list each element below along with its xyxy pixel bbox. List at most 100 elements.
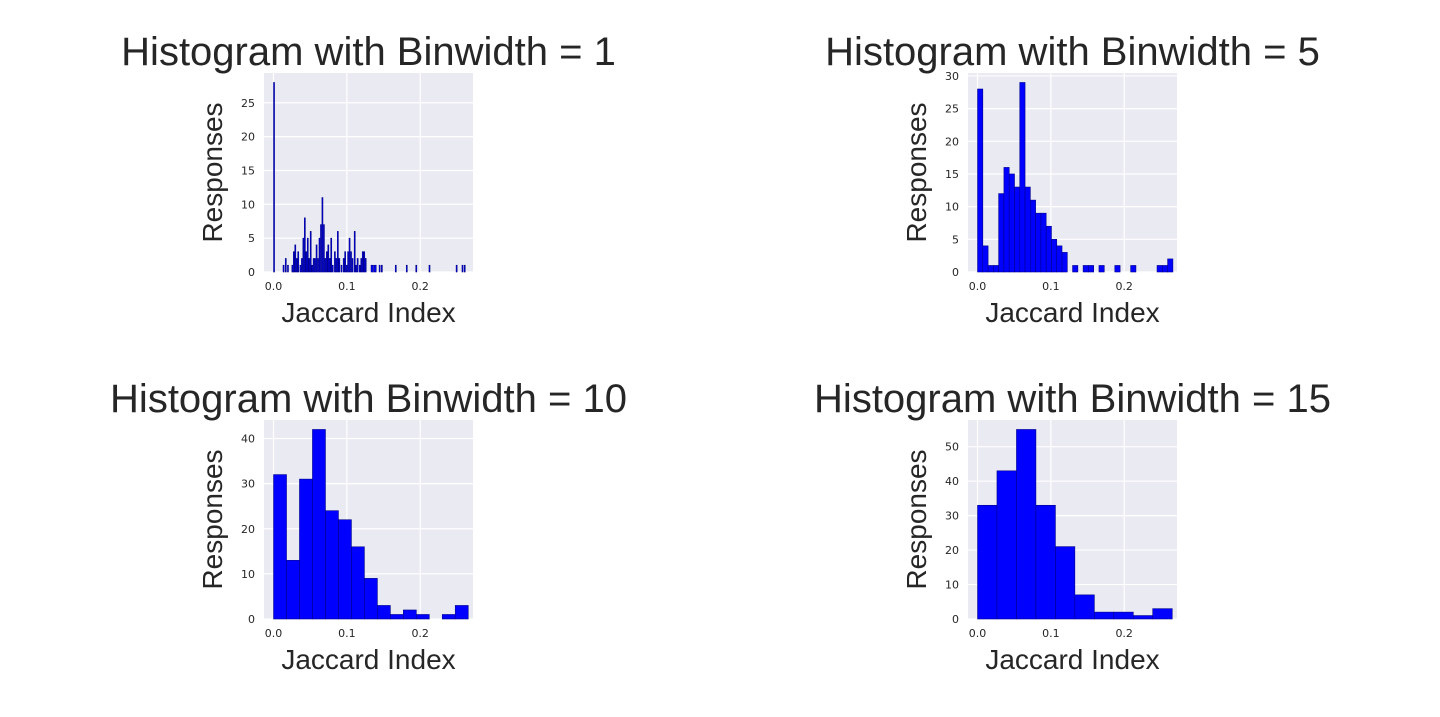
histogram-bar [324,258,327,273]
histogram-bar [1082,265,1089,273]
histogram-bar [1152,608,1173,620]
histogram-bar [1024,186,1031,273]
histogram-bar [1008,173,1015,273]
histogram-bar [308,258,311,273]
y-tick-label: 50 [945,441,959,454]
y-tick-label: 0 [952,613,959,626]
y-tick-label: 0 [952,266,959,279]
histogram-bar [323,224,325,273]
y-tick-label: 15 [945,168,959,181]
histogram-bar [993,265,999,273]
histogram-bar [342,258,345,273]
y-tick-label: 40 [945,475,959,488]
y-tick-label: 20 [945,135,959,148]
histogram-bar [455,264,458,273]
histogram-bar [405,264,408,273]
histogram-bar [1061,252,1068,273]
histogram-bar [381,264,383,273]
x-tick-label: 0.1 [1042,280,1060,293]
histogram-bar [416,614,430,620]
histogram-bar [1114,265,1121,273]
histogram-bar [344,251,346,273]
histogram-bar [334,251,336,273]
histogram-bar [403,609,417,620]
histogram-bar [327,244,330,273]
histogram-bar [1130,265,1137,273]
bars [273,82,466,273]
y-tick-label: 0 [248,613,255,626]
histogram-bar [441,614,456,620]
histogram-bar [428,264,431,273]
histogram-bar [415,264,418,273]
histogram-bar [378,264,381,273]
histogram-bar [1016,429,1037,620]
y-tick-label: 30 [945,510,959,523]
x-tick-label: 0.1 [338,627,356,640]
histogram-bar [1030,199,1036,273]
histogram-bar [328,258,331,273]
x-tick-label: 0.2 [411,627,429,640]
histogram-bar [338,519,352,620]
histogram-bar [317,258,319,273]
y-tick-label: 20 [945,544,959,557]
histogram-bar [345,264,348,273]
histogram-bar [293,251,295,273]
x-axis-label: Jaccard Index [281,644,455,675]
histogram-bar [996,470,1017,620]
histogram-bar [304,217,306,273]
histogram-bar [394,264,397,273]
histogram-bar [1156,265,1163,273]
histogram-bar [1072,265,1079,273]
histogram-bar [306,237,309,273]
histogram-bar [1035,212,1042,273]
x-tick-label: 0.1 [1042,627,1060,640]
histogram-bar [353,231,356,273]
histogram-bar [360,258,363,273]
histogram-bar [1019,82,1026,273]
histogram-bar [361,251,364,273]
histogram-bar [454,605,469,620]
histogram-bar [294,244,297,273]
y-axis-label: Responses [197,449,228,589]
histogram-bar [348,237,351,273]
histogram-bar [325,510,339,620]
histogram-bar [330,237,333,273]
histogram-bar [1055,546,1076,620]
x-tick-label: 0.0 [969,627,987,640]
histogram-bar [295,258,298,273]
histogram-bar [1162,265,1168,273]
histogram-panel-3: 0 10 20 30 40 0.0 0.1 0.2 Histogram with Binwidt… [110,377,627,675]
y-tick-label: 40 [241,433,255,446]
histogram-panel-1: 0 5 10 15 20 25 0.0 0.1 0.2 Histogram with Binwid… [121,30,616,328]
histogram-bar [1074,594,1095,620]
histogram-bar [1003,167,1010,273]
histogram-bar [350,251,352,273]
histogram-bar [286,560,300,620]
chart-title: Histogram with Binwidth = 15 [814,377,1331,421]
histogram-bar [1113,611,1134,620]
y-tick-label: 5 [248,232,255,245]
histogram-bar [297,251,300,273]
histogram-panel-4: 0 10 20 30 40 50 0.0 0.1 0.2 Histogram with Binwi… [814,377,1331,675]
x-tick-label: 0.2 [1115,627,1133,640]
histogram-bar [340,264,343,273]
x-tick-label: 0.2 [411,280,429,293]
histogram-bar [284,258,287,273]
y-tick-label: 5 [952,233,959,246]
histogram-bar [1098,265,1105,273]
x-axis-label: Jaccard Index [281,297,455,328]
x-tick-label: 0.0 [265,627,283,640]
y-tick-label: 30 [241,478,255,491]
histogram-bar [273,82,275,273]
histogram-bar [1014,186,1021,273]
histogram-bar [364,578,378,620]
histogram-bar [287,264,289,273]
y-tick-label: 0 [248,266,255,279]
chart-title: Histogram with Binwidth = 10 [110,377,627,421]
histogram-bar [282,264,285,273]
bars [273,429,469,620]
x-axis-label: Jaccard Index [985,644,1159,675]
histogram-bar [321,197,324,273]
histogram-bar [390,614,404,620]
